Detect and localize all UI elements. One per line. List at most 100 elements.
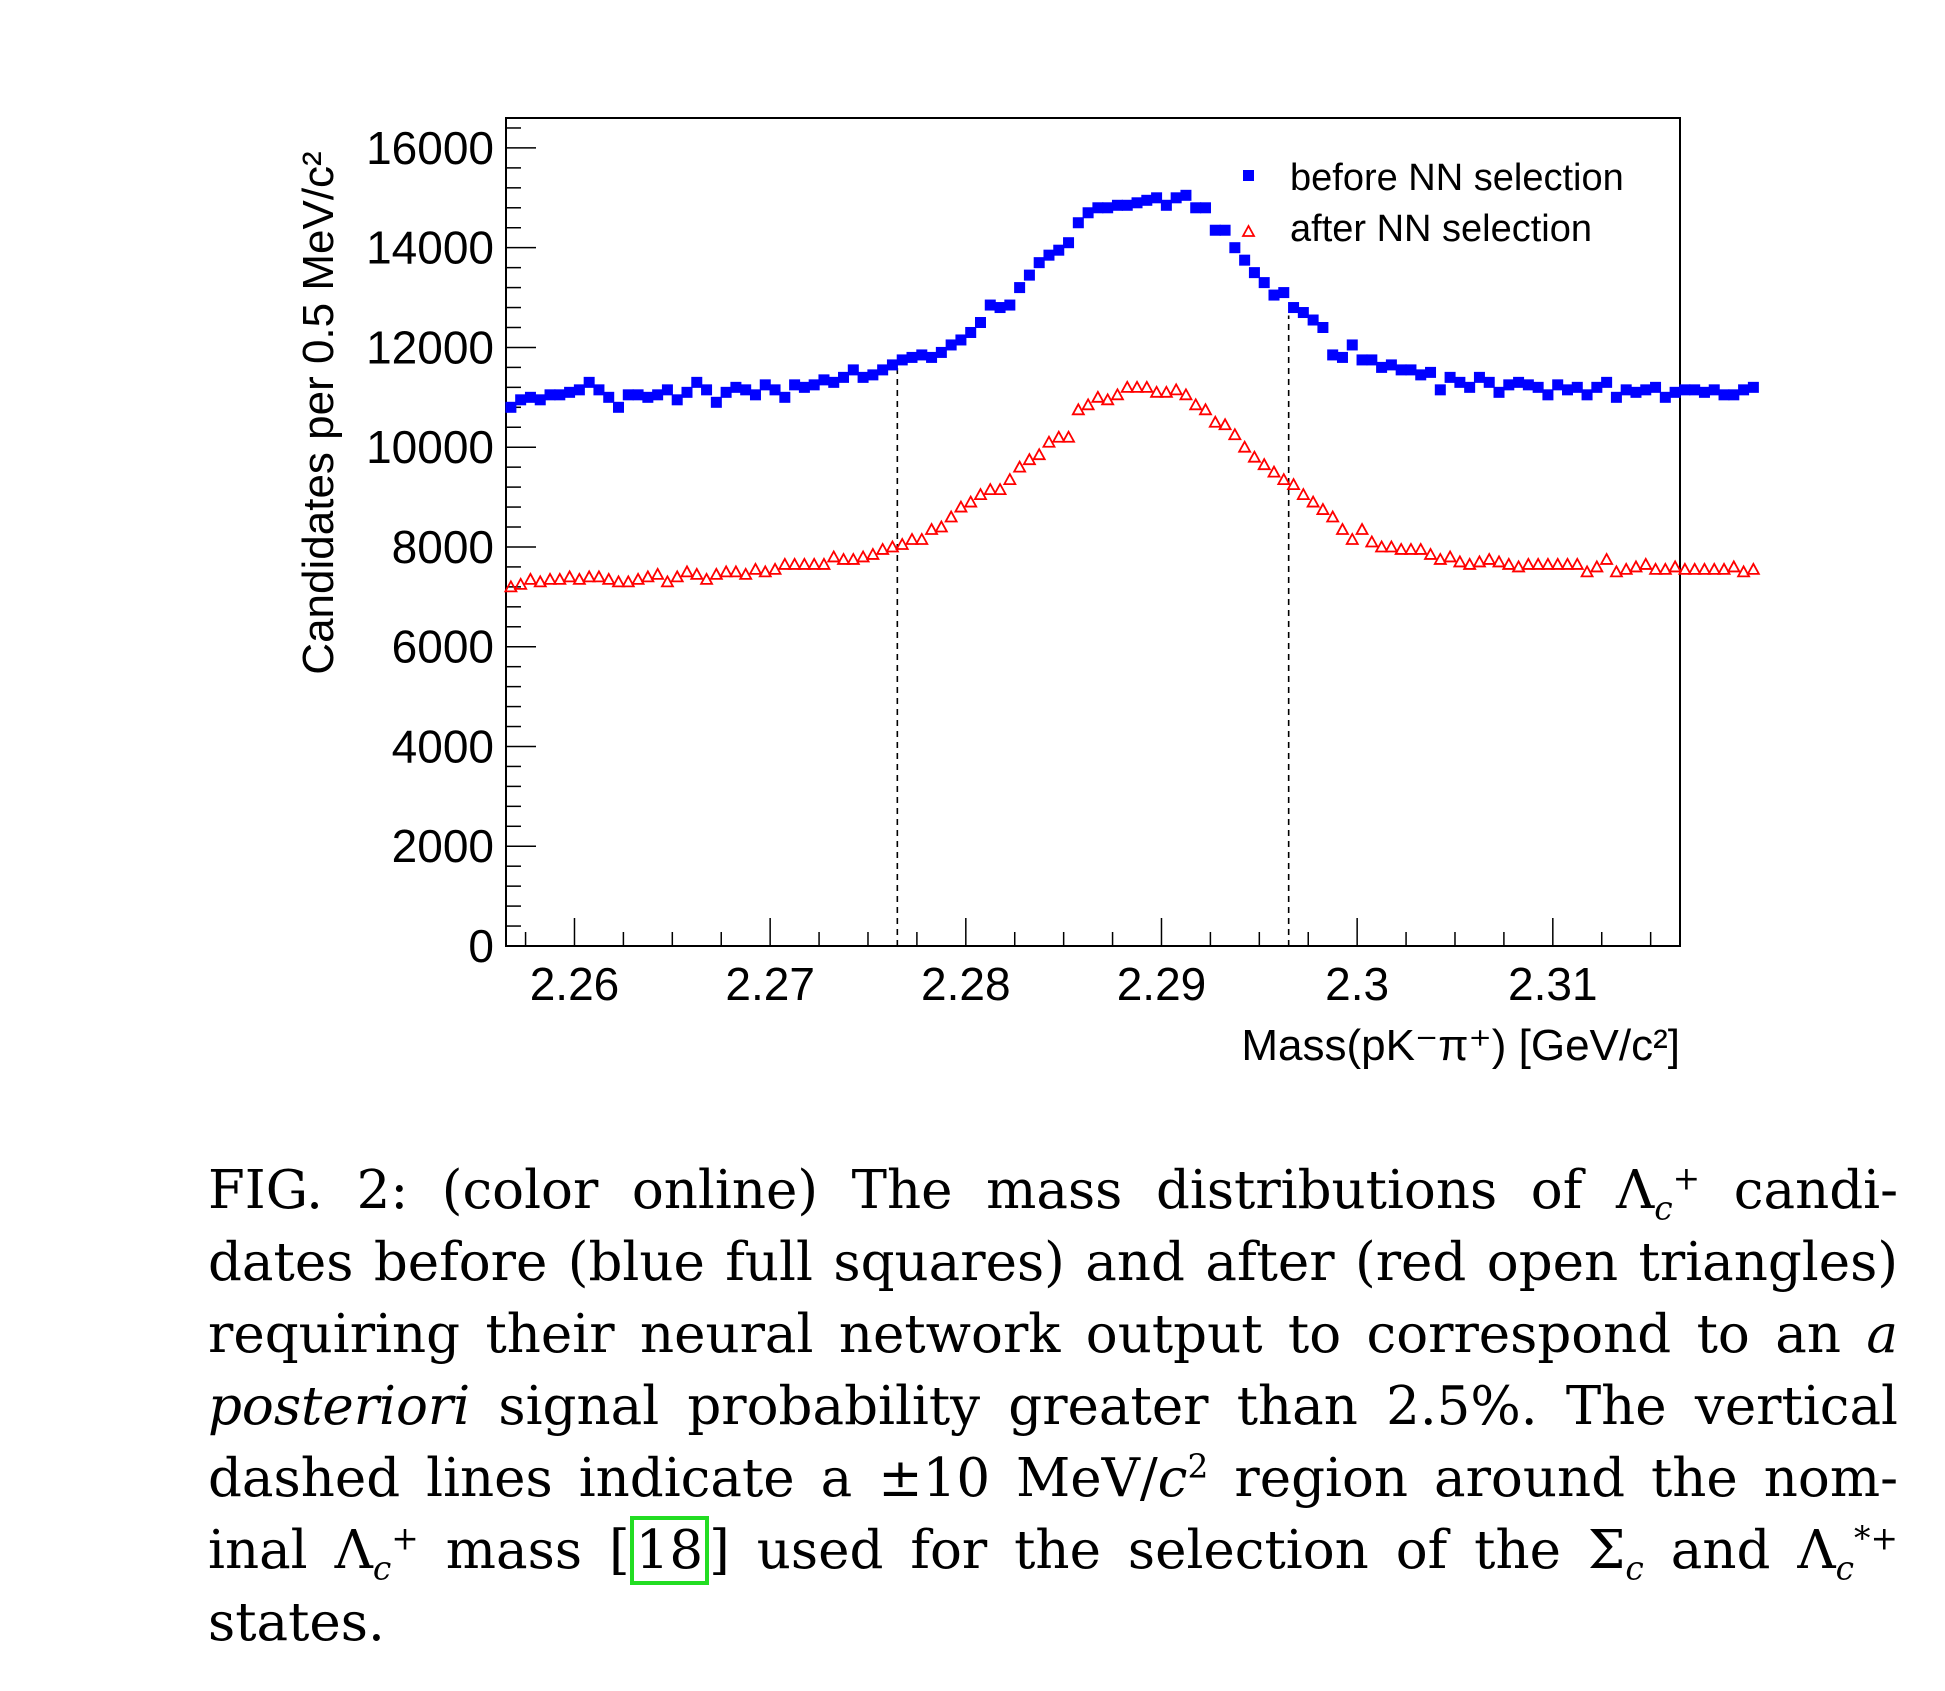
data-point-before: [701, 384, 713, 396]
data-point-before: [652, 389, 664, 401]
data-point-before: [1180, 189, 1192, 201]
caption-math: c: [1157, 1448, 1188, 1509]
data-point-after: [1159, 384, 1174, 398]
data-point-after: [650, 567, 665, 580]
data-point-after: [1002, 472, 1017, 486]
data-point-after: [973, 487, 988, 500]
data-point-after: [1668, 559, 1683, 573]
data-point-after: [591, 569, 606, 583]
data-point-after: [895, 537, 910, 550]
data-point-before: [632, 389, 644, 401]
x-tick-label: 2.29: [1117, 958, 1207, 1010]
caption-line-4: posteriori signal probability greater th…: [208, 1371, 1898, 1443]
data-point-before: [935, 346, 947, 358]
data-point-after: [1276, 472, 1291, 486]
data-point-after: [1266, 464, 1282, 478]
data-point-after: [1707, 562, 1722, 575]
data-point-after: [1746, 562, 1761, 575]
data-point-after: [611, 574, 626, 588]
data-point-after: [1345, 532, 1360, 545]
data-point-after: [1100, 392, 1115, 406]
data-point-before: [613, 401, 625, 413]
caption-math-sub: c: [372, 1548, 392, 1588]
data-point-before: [1307, 314, 1319, 326]
data-point-before: [945, 339, 957, 351]
data-point-before: [1620, 384, 1632, 396]
data-point-before: [1493, 386, 1505, 398]
data-point-after: [1413, 542, 1428, 555]
data-point-before: [1327, 349, 1339, 361]
data-point-before: [789, 379, 801, 391]
data-point-before: [847, 364, 859, 376]
caption-italic: posteriori: [208, 1376, 471, 1437]
data-point-after: [621, 574, 636, 588]
data-point-before: [1601, 376, 1613, 388]
data-point-before: [1728, 389, 1740, 401]
data-point-after: [875, 542, 890, 555]
data-point-after: [1423, 547, 1438, 560]
data-point-after: [1130, 379, 1145, 393]
caption-math-sup: +: [1672, 1158, 1701, 1198]
data-point-before: [1415, 369, 1427, 381]
caption-math: Λ: [1615, 1160, 1655, 1221]
data-point-after: [738, 567, 753, 580]
caption-math: Λ: [334, 1520, 373, 1581]
y-tick-label: 14000: [366, 222, 494, 274]
data-point-after: [1648, 562, 1663, 575]
data-point-after: [562, 569, 577, 583]
data-point-before: [1571, 381, 1583, 393]
data-point-before: [838, 371, 850, 383]
data-point-before: [867, 369, 879, 381]
data-point-before: [534, 394, 546, 406]
data-point-before: [524, 391, 536, 403]
x-tick-label: 2.27: [725, 958, 815, 1010]
data-point-after: [1384, 539, 1399, 553]
data-point-after: [572, 572, 587, 585]
legend-label-before: before NN selection: [1290, 157, 1624, 199]
data-point-before: [515, 394, 527, 406]
data-point-before: [1317, 321, 1329, 333]
data-point-before: [896, 354, 908, 366]
reference-link[interactable]: 18: [629, 1516, 710, 1585]
data-point-after: [552, 572, 567, 585]
data-point-before: [779, 391, 791, 403]
data-point-after: [1286, 477, 1301, 491]
data-point-before: [564, 386, 576, 398]
data-point-after: [1041, 434, 1056, 448]
data-point-before: [1698, 386, 1710, 398]
x-axis-title: Mass(pK⁻π⁺) [GeV/c²]: [1241, 1021, 1680, 1070]
data-point-before: [544, 389, 556, 401]
caption-text: dashed lines indicate a ±10 MeV/: [208, 1448, 1158, 1509]
data-point-after: [934, 519, 949, 533]
data-point-after: [768, 562, 783, 575]
data-point-before: [1229, 242, 1241, 254]
data-point-before: [1395, 364, 1407, 376]
data-point-before: [1219, 224, 1231, 236]
data-point-before: [1170, 192, 1182, 204]
data-point-before: [974, 317, 986, 329]
data-point-before: [1650, 381, 1662, 393]
data-point-after: [856, 549, 871, 563]
data-point-after: [1257, 457, 1272, 471]
selection-window-lines: [896, 315, 1290, 946]
y-tick-label: 16000: [366, 122, 494, 174]
y-tick-label: 0: [468, 920, 494, 972]
x-tick-label: 2.31: [1508, 958, 1598, 1010]
data-point-after: [719, 564, 734, 578]
data-point-after: [1482, 552, 1497, 565]
data-point-before: [1297, 307, 1309, 319]
data-point-after: [1032, 447, 1047, 461]
data-point-after: [914, 532, 929, 545]
data-point-after: [1443, 549, 1458, 563]
caption-line-2: dates before (blue full squares) and aft…: [208, 1227, 1898, 1299]
data-point-after: [670, 569, 685, 583]
data-point-before: [1473, 371, 1485, 383]
data-point-after: [1306, 494, 1321, 508]
data-point-after: [1296, 487, 1311, 500]
data-point-after: [787, 557, 802, 570]
data-point-before: [1014, 282, 1026, 294]
data-point-before: [1248, 267, 1260, 279]
data-point-after: [963, 494, 978, 508]
data-point-after: [631, 572, 646, 585]
data-point-before: [1288, 302, 1300, 314]
